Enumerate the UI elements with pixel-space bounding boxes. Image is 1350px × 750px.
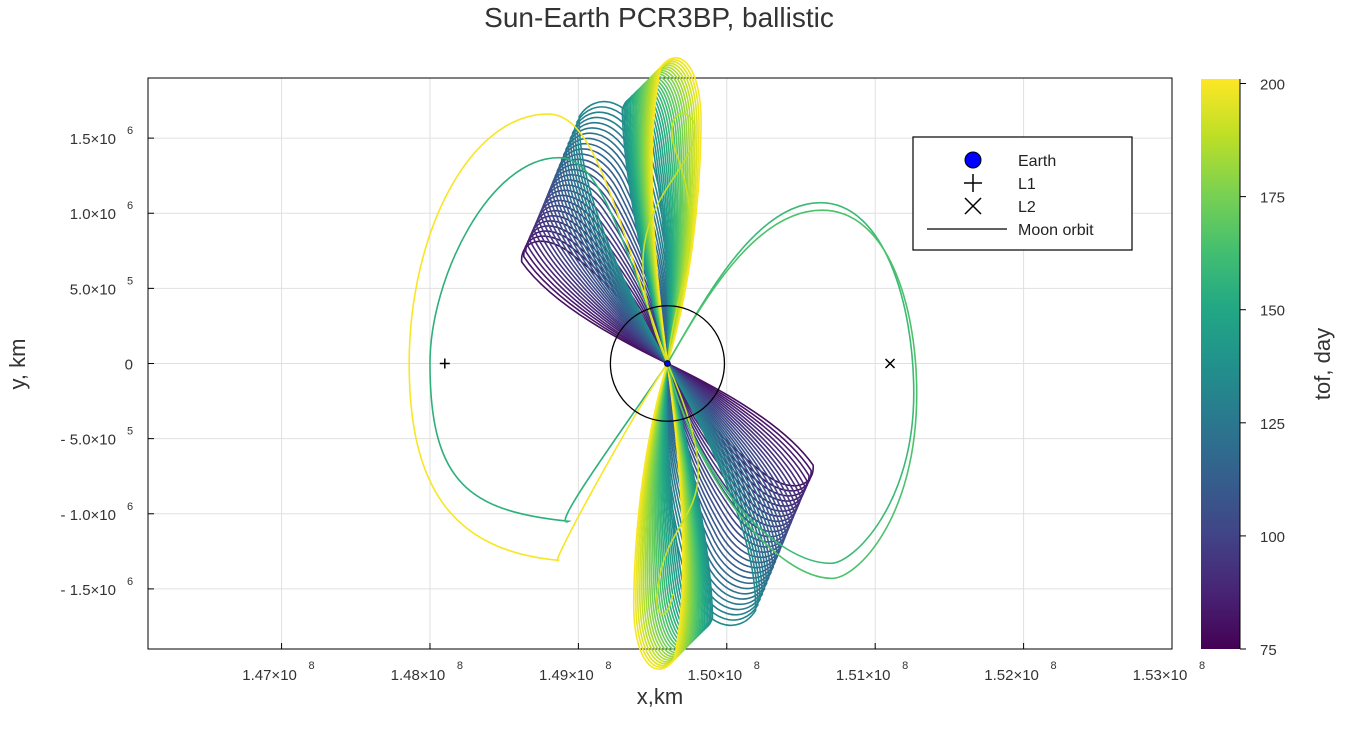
trajectory-line xyxy=(665,363,766,605)
moon-orbit xyxy=(609,305,726,422)
trajectory-line xyxy=(537,199,669,365)
x-tick-label: 1.49×10 xyxy=(539,667,594,684)
trajectories xyxy=(408,57,918,670)
colorbar: 75 100 125 150 175 200 tof, day xyxy=(1201,77,1335,659)
trajectory-line xyxy=(666,209,918,580)
y-tick-exponent: 5 xyxy=(127,426,133,438)
legend-label: Earth xyxy=(1018,153,1056,170)
colorbar-gradient xyxy=(1201,79,1240,649)
colorbar-tick-label: 200 xyxy=(1260,77,1285,94)
y-tick-label: 1.0×10 xyxy=(70,206,116,223)
y-tick-exponent: 6 xyxy=(127,501,133,513)
y-tick-label: 5.0×10 xyxy=(70,281,116,298)
trajectory-line xyxy=(429,156,669,523)
trajectory-line xyxy=(567,127,670,364)
y-tick-exponent: 6 xyxy=(127,125,133,137)
trajectory-line xyxy=(642,112,700,615)
legend-l2-symbol xyxy=(964,197,982,215)
x-tick-label: 1.51×10 xyxy=(836,667,891,684)
trajectory-line xyxy=(666,201,915,565)
trajectory-line xyxy=(571,116,671,364)
trajectory-line xyxy=(666,363,772,590)
x-tick-label: 1.50×10 xyxy=(687,667,742,684)
trajectory-line xyxy=(665,363,768,600)
legend-label: L2 xyxy=(1018,199,1036,216)
legend: Earth L1 L2 Moon orbit xyxy=(912,136,1133,251)
trajectory-line xyxy=(543,184,669,365)
legend-label: Moon orbit xyxy=(1018,222,1094,239)
y-tick-label: 0 xyxy=(125,357,133,374)
l1-marker xyxy=(439,358,450,369)
x-tick-label: 1.47×10 xyxy=(242,667,297,684)
colorbar-ticks: 75 100 125 150 175 200 xyxy=(1239,77,1285,659)
x-tick-exponent: 8 xyxy=(902,660,908,672)
y-tick-exponent: 6 xyxy=(127,200,133,212)
y-tick-label: - 1.5×10 xyxy=(61,582,116,599)
x-tick-exponent: 8 xyxy=(457,660,463,672)
colorbar-tick-label: 125 xyxy=(1260,416,1285,433)
x-tick-exponent: 8 xyxy=(754,660,760,672)
legend-label: L1 xyxy=(1018,176,1036,193)
x-tick-label: 1.48×10 xyxy=(391,667,446,684)
trajectory-line xyxy=(632,363,684,670)
x-tick-exponent: 8 xyxy=(1051,660,1057,672)
trajectory-line xyxy=(531,215,669,365)
y-tick-exponent: 6 xyxy=(127,576,133,588)
y-tick-label: 1.5×10 xyxy=(70,131,116,148)
chart-title: Sun-Earth PCR3BP, ballistic xyxy=(484,2,834,33)
x-axis-label: x,km xyxy=(637,684,683,709)
y-axis-ticks: 1.5×10 6 1.0×10 6 5.0×10 5 0 - 5.0×10 5 - 1.0×10 6… xyxy=(61,125,154,599)
trajectory-line xyxy=(565,132,669,364)
colorbar-tick-label: 175 xyxy=(1260,190,1285,207)
colorbar-label: tof, day xyxy=(1310,328,1335,400)
colorbar-tick-label: 100 xyxy=(1260,529,1285,546)
plot-area xyxy=(147,57,1173,670)
trajectory-line xyxy=(651,57,702,364)
trajectory-line xyxy=(666,362,798,528)
trajectory-line xyxy=(562,137,669,364)
colorbar-tick-label: 150 xyxy=(1260,303,1285,320)
x-tick-label: 1.52×10 xyxy=(984,667,1039,684)
trajectory-line xyxy=(569,122,670,364)
trajectory-line xyxy=(533,210,669,365)
trajectory-line xyxy=(666,363,770,595)
trajectory-line xyxy=(666,362,804,512)
y-tick-label: - 5.0×10 xyxy=(61,432,116,449)
y-tick-label: - 1.0×10 xyxy=(61,507,116,524)
trajectory-line xyxy=(545,179,669,365)
x-tick-exponent: 8 xyxy=(605,660,611,672)
l2-marker xyxy=(884,358,896,369)
trajectory-line xyxy=(666,362,802,517)
trajectory-line xyxy=(408,113,669,562)
markers xyxy=(439,305,896,422)
earth-marker xyxy=(664,360,671,367)
legend-l1-symbol xyxy=(964,174,982,192)
x-tick-exponent: 8 xyxy=(309,660,315,672)
x-tick-exponent: 8 xyxy=(1199,660,1205,672)
y-axis-label: y, km xyxy=(5,339,30,390)
legend-earth-symbol xyxy=(964,151,982,169)
x-tick-label: 1.53×10 xyxy=(1133,667,1188,684)
x-axis-ticks: 1.47×10 8 1.48×10 8 1.49×10 8 1.50×10 8 1.51×10 8… xyxy=(242,643,1205,684)
legend-box xyxy=(912,136,1133,251)
y-tick-exponent: 5 xyxy=(127,275,133,287)
trajectory-line xyxy=(666,362,792,543)
trajectory-line xyxy=(664,363,764,611)
colorbar-tick-label: 75 xyxy=(1260,642,1277,659)
